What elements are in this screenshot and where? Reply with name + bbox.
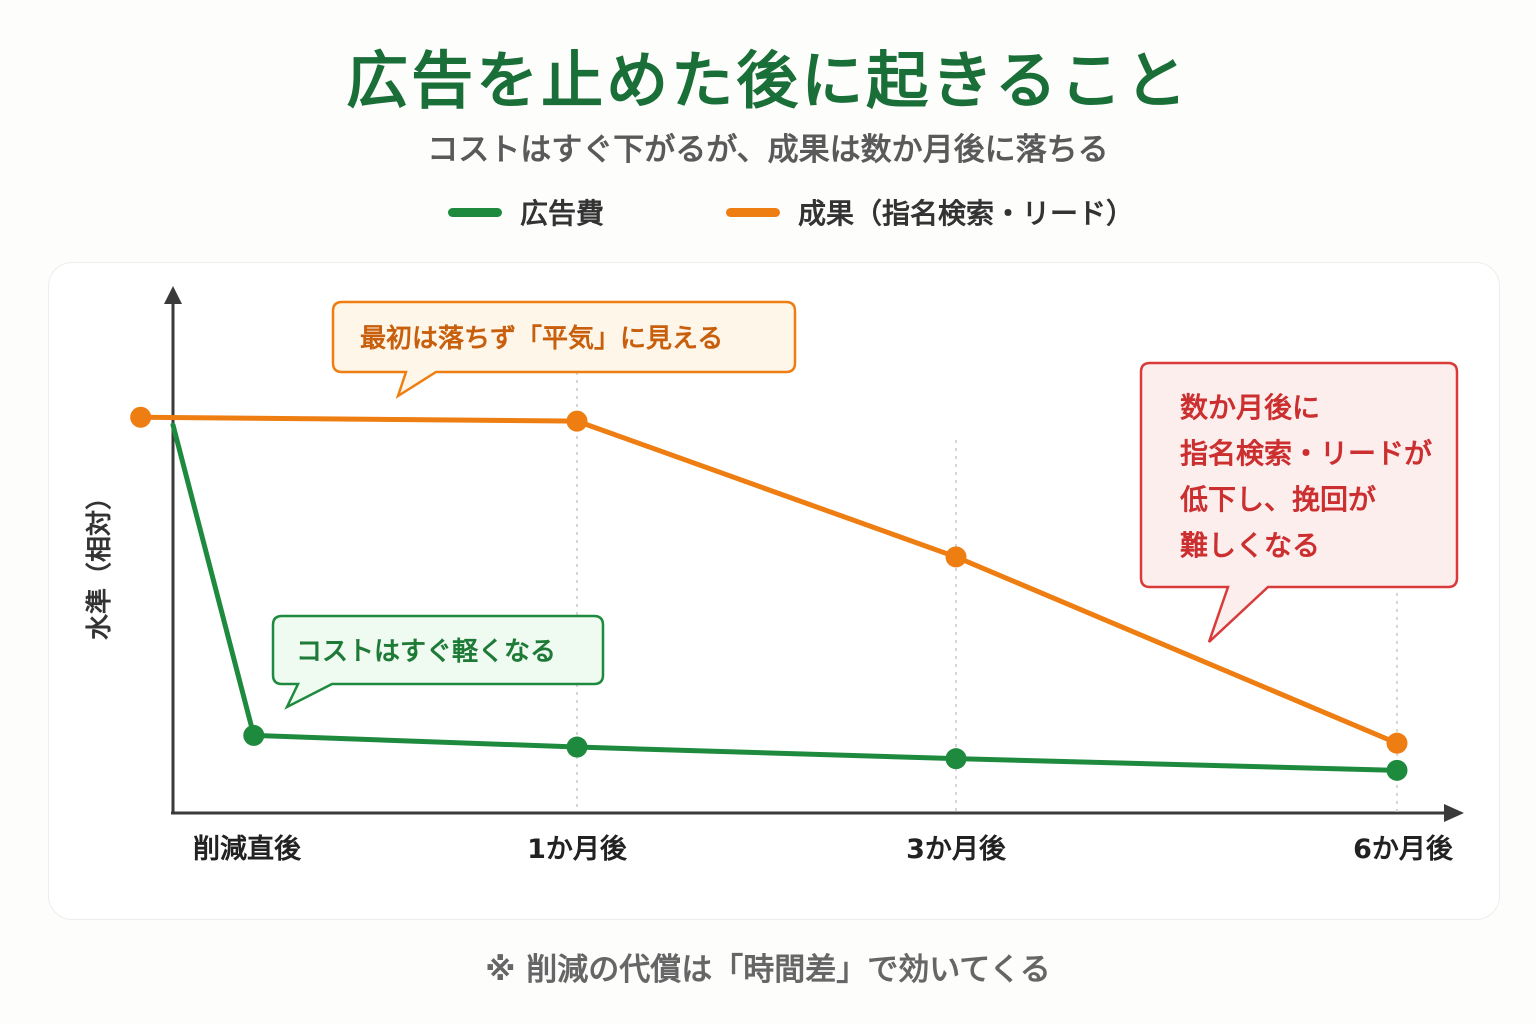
legend: 広告費 成果（指名検索・リード） [0,192,1536,236]
series-0-point-4 [1386,759,1408,781]
chart-title: 広告を止めた後に起きること [346,44,1190,117]
chart-subtitle: コストはすぐ下がるが、成果は数か月後に落ちる [427,132,1109,168]
series-0-point-3 [945,748,967,770]
series-1-point-0 [130,406,152,428]
callout-drop-line-2: 指名検索・リードが [1180,437,1432,470]
x-tick-label-3: 6か月後 [1353,834,1454,865]
x-tick-label-2: 3か月後 [906,834,1007,865]
callout-drop-line-4: 難しくなる [1180,529,1320,562]
legend-swatch-results [726,207,780,217]
x-tick-layer: 削減直後 1か月後 3か月後 6か月後 [193,834,1454,865]
callout-drop-line-3: 低下し、挽回が [1179,483,1376,516]
series-layer [130,406,1408,781]
legend-item-ad-cost: 広告費 [448,192,604,232]
footnote: ※ 削減の代償は「時間差」で効いてくる [485,952,1051,988]
y-axis-arrow [164,286,182,304]
legend-label-results: 成果（指名検索・リード） [798,197,1135,230]
series-1-point-2 [945,546,967,568]
x-axis-arrow [1444,804,1464,822]
callout-drop-bubble [1139,361,1459,643]
series-line-1 [138,414,1400,746]
callout-flat: 最初は落ちず「平気」に見える [331,300,797,399]
callout-drop-line-1: 数か月後に [1180,391,1320,424]
series-0-point-2 [566,736,588,758]
callout-cost: コストはすぐ軽くなる [271,614,605,710]
callout-drop: 数か月後に 指名検索・リードが 低下し、挽回が 難しくなる [1139,361,1459,643]
callout-flat-text: 最初は落ちず「平気」に見える [360,323,723,354]
y-axis-label: 水準（相対） [84,484,115,640]
x-tick-label-1: 1か月後 [527,834,628,865]
legend-label-ad-cost: 広告費 [520,197,605,230]
series-1-point-3 [1386,732,1408,754]
legend-swatch-ad-cost [448,207,502,217]
legend-item-results: 成果（指名検索・リード） [726,192,1134,232]
series-0-point-1 [243,724,265,746]
callout-flat-bubble [331,300,797,399]
grid-layer [576,372,1398,812]
x-tick-label-0: 削減直後 [193,834,302,865]
series-1-point-1 [566,410,588,432]
callout-cost-text: コストはすぐ軽くなる [296,636,556,667]
callout-cost-bubble [271,614,605,710]
